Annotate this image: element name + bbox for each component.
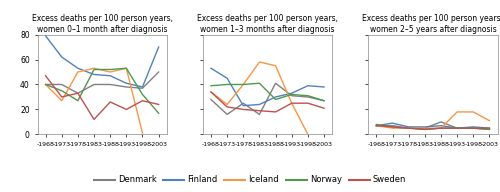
Title: Excess deaths per 100 person years,
women 0–1 month after diagnosis: Excess deaths per 100 person years, wome…: [32, 14, 172, 34]
Legend: Denmark, Finland, Iceland, Norway, Sweden: Denmark, Finland, Iceland, Norway, Swede…: [90, 172, 409, 188]
Title: Excess deaths per 100 person years,
women 2–5 years after diagnosis: Excess deaths per 100 person years, wome…: [362, 14, 500, 34]
Title: Excess deaths per 100 person years,
women 1–3 months after diagnosis: Excess deaths per 100 person years, wome…: [197, 14, 338, 34]
